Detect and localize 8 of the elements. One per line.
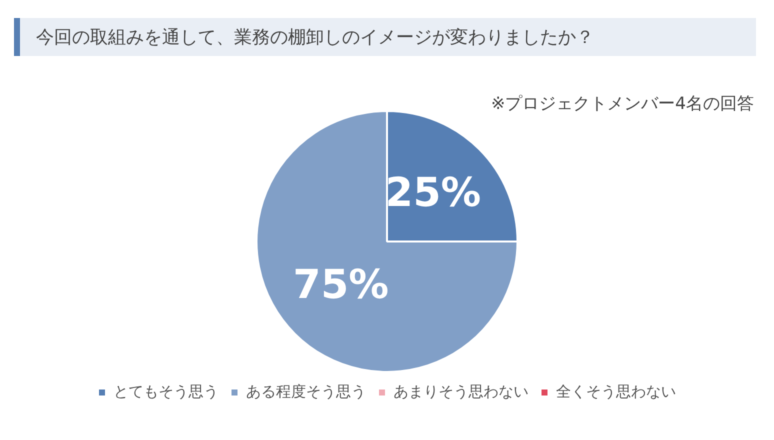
legend-label: ある程度そう思う	[246, 382, 366, 400]
legend-label: とてもそう思う	[114, 382, 218, 400]
data-label: 25%	[385, 170, 482, 216]
legend-label: あまりそう思わない	[394, 382, 528, 400]
data-label: 75%	[292, 262, 389, 308]
chart-subtitle: ※プロジェクトメンバー4名の回答	[490, 93, 754, 115]
chart-title: 今回の取組みを通して、業務の棚卸しのイメージが変わりましたか？	[14, 18, 756, 56]
legend-label: 全くそう思わない	[556, 382, 676, 400]
